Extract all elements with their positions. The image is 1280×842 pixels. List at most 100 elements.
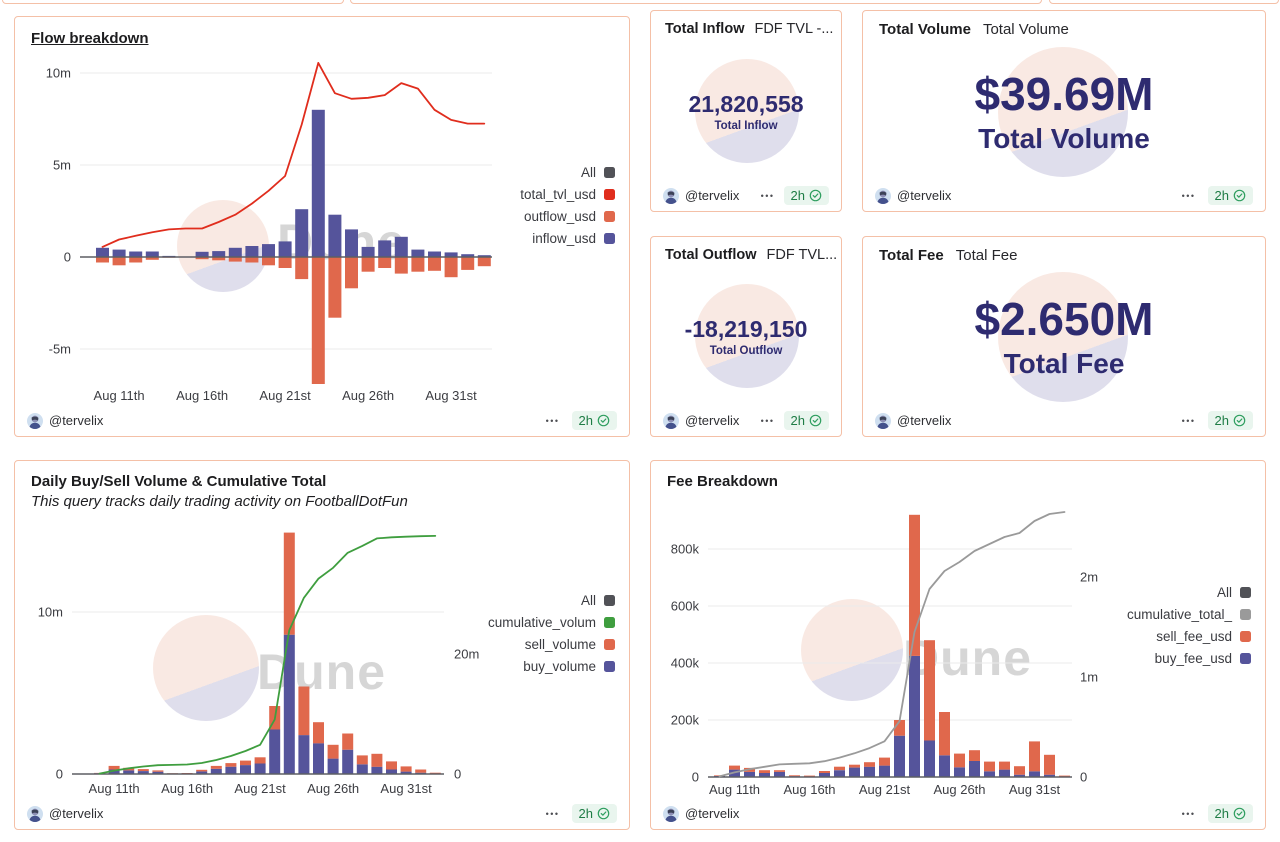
legend-item-buy_volume[interactable]: buy_volume [523, 655, 615, 677]
refresh-status-badge[interactable]: 2h [783, 411, 829, 430]
counter-query-title: FDF TVL -... [754, 21, 834, 37]
counter-title-total-fee[interactable]: Total Fee [879, 247, 944, 264]
counter-title-total-inflow[interactable]: Total Inflow [665, 21, 745, 37]
svg-text:0: 0 [64, 250, 71, 265]
legend-item-All[interactable]: All [1217, 581, 1251, 603]
svg-text:Aug 21st: Aug 21st [234, 781, 286, 796]
refresh-status-badge[interactable]: 2h [571, 411, 617, 430]
legend-label: All [580, 164, 596, 180]
previous-row-card-edge [1049, 0, 1279, 4]
refresh-age: 2h [578, 806, 593, 821]
legend-swatch [604, 660, 615, 672]
refresh-status-badge[interactable]: 2h [571, 804, 617, 823]
refresh-age: 2h [1214, 413, 1229, 428]
author-link[interactable]: @tervelix [663, 805, 739, 822]
legend-item-cumulative_total_[interactable]: cumulative_total_ [1127, 603, 1251, 625]
legend-item-All[interactable]: All [581, 589, 615, 611]
svg-text:Aug 21st: Aug 21st [259, 388, 311, 403]
svg-text:Aug 16th: Aug 16th [176, 388, 228, 403]
widget-menu-button[interactable]: ••• [545, 415, 560, 426]
author-link[interactable]: @tervelix [27, 805, 104, 822]
counter-value-label: Total Inflow [714, 119, 778, 132]
author-link[interactable]: @tervelix [663, 187, 739, 204]
counter-body: $2.650M Total Fee [863, 266, 1265, 406]
svg-text:Aug 11th: Aug 11th [94, 388, 145, 403]
author-avatar [27, 412, 43, 429]
dune-watermark-text: Dune [257, 644, 386, 700]
legend-swatch [604, 188, 615, 200]
chart-title-fee-breakdown[interactable]: Fee Breakdown [667, 473, 778, 490]
flow-breakdown-chart[interactable]: 10m 5m 0 -5m Aug 11th Aug 16th Aug 21st Aug 26t… [16, 53, 630, 411]
daily-volume-chart[interactable]: 10m 0 20m 0 Aug 11th Aug 16th Aug 21st Aug 26th… [16, 515, 630, 801]
author-link[interactable]: @tervelix [875, 187, 951, 204]
counter-title-total-volume[interactable]: Total Volume [879, 21, 971, 38]
legend-item-sell_fee_usd[interactable]: sell_fee_usd [1156, 625, 1251, 647]
check-circle-icon [1233, 807, 1246, 820]
svg-text:Aug 26th: Aug 26th [933, 782, 985, 797]
svg-text:400k: 400k [671, 656, 700, 671]
legend-item-buy_fee_usd[interactable]: buy_fee_usd [1155, 647, 1251, 669]
chart-title-daily-volume[interactable]: Daily Buy/Sell Volume & Cumulative Total [31, 473, 327, 490]
widget-menu-button[interactable]: ••• [1181, 808, 1196, 819]
author-link[interactable]: @tervelix [663, 412, 740, 429]
svg-text:0: 0 [454, 767, 461, 782]
legend-swatch [604, 638, 615, 650]
legend-item-sell_volume[interactable]: sell_volume [525, 633, 615, 655]
refresh-age: 2h [578, 413, 593, 428]
refresh-status-badge[interactable]: 2h [1207, 186, 1253, 205]
svg-text:0: 0 [1080, 770, 1087, 785]
dune-watermark-circle [153, 615, 259, 721]
card-daily-buy-sell-volume: Daily Buy/Sell Volume & Cumulative Total… [14, 460, 630, 830]
legend-item-cumulative_volum[interactable]: cumulative_volum [488, 611, 615, 633]
legend-item-inflow_usd[interactable]: inflow_usd [532, 227, 615, 249]
check-circle-icon [1233, 189, 1246, 202]
legend-swatch [604, 166, 615, 178]
card-total-volume: Total Volume Total Volume $39.69M Total … [862, 10, 1266, 212]
dune-watermark-circle [998, 272, 1128, 402]
legend-swatch [604, 210, 615, 222]
legend-label: All [580, 592, 596, 608]
svg-text:Aug 26th: Aug 26th [307, 781, 359, 796]
svg-text:Aug 16th: Aug 16th [783, 782, 835, 797]
card-fee-breakdown: Fee Breakdown Dune 800k 600k 400k 200k 0 2m 1m… [650, 460, 1266, 830]
check-circle-icon [1233, 414, 1246, 427]
check-circle-icon [809, 189, 822, 202]
svg-text:600k: 600k [671, 599, 700, 614]
counter-body: -18,219,150 Total Outflow [651, 270, 841, 402]
author-handle: @tervelix [49, 806, 104, 821]
legend-item-total_tvl_usd[interactable]: total_tvl_usd [520, 183, 615, 205]
widget-menu-button[interactable]: ••• [545, 808, 560, 819]
check-circle-icon [597, 807, 610, 820]
author-link[interactable]: @tervelix [875, 412, 951, 429]
author-link[interactable]: @tervelix [27, 412, 103, 429]
legend-label: inflow_usd [532, 230, 596, 246]
fee-breakdown-chart[interactable]: 800k 600k 400k 200k 0 2m 1m 0 Aug 11th Aug 16th Au… [652, 501, 1266, 801]
widget-menu-button[interactable]: ••• [1181, 190, 1196, 201]
legend-swatch [1240, 630, 1251, 642]
counter-query-title: Total Fee [955, 247, 1018, 264]
counter-value: 21,820,558 [688, 90, 804, 117]
check-circle-icon [597, 414, 610, 427]
chart-subtitle: This query tracks daily trading activity… [31, 493, 408, 510]
refresh-status-badge[interactable]: 2h [1207, 804, 1253, 823]
refresh-age: 2h [790, 188, 805, 203]
legend-swatch [604, 232, 615, 244]
counter-body: 21,820,558 Total Inflow [651, 45, 841, 177]
flow-breakdown-legend: All total_tvl_usd outflow_usd inflow_usd [520, 161, 615, 249]
author-handle: @tervelix [685, 413, 740, 428]
card-total-fee: Total Fee Total Fee $2.650M Total Fee @t… [862, 236, 1266, 437]
legend-label: sell_volume [524, 636, 596, 652]
author-avatar [663, 805, 679, 822]
refresh-status-badge[interactable]: 2h [783, 186, 829, 205]
legend-item-outflow_usd[interactable]: outflow_usd [524, 205, 615, 227]
svg-text:5m: 5m [53, 158, 71, 173]
widget-menu-button[interactable]: ••• [1181, 415, 1196, 426]
widget-menu-button[interactable]: ••• [760, 415, 775, 426]
widget-menu-button[interactable]: ••• [760, 190, 775, 201]
legend-item-All[interactable]: All [581, 161, 615, 183]
refresh-status-badge[interactable]: 2h [1207, 411, 1253, 430]
counter-title-total-outflow[interactable]: Total Outflow [665, 247, 757, 263]
svg-text:Aug 31st: Aug 31st [1009, 782, 1061, 797]
chart-title-flow-breakdown[interactable]: Flow breakdown [31, 30, 149, 47]
refresh-age: 2h [790, 413, 805, 428]
